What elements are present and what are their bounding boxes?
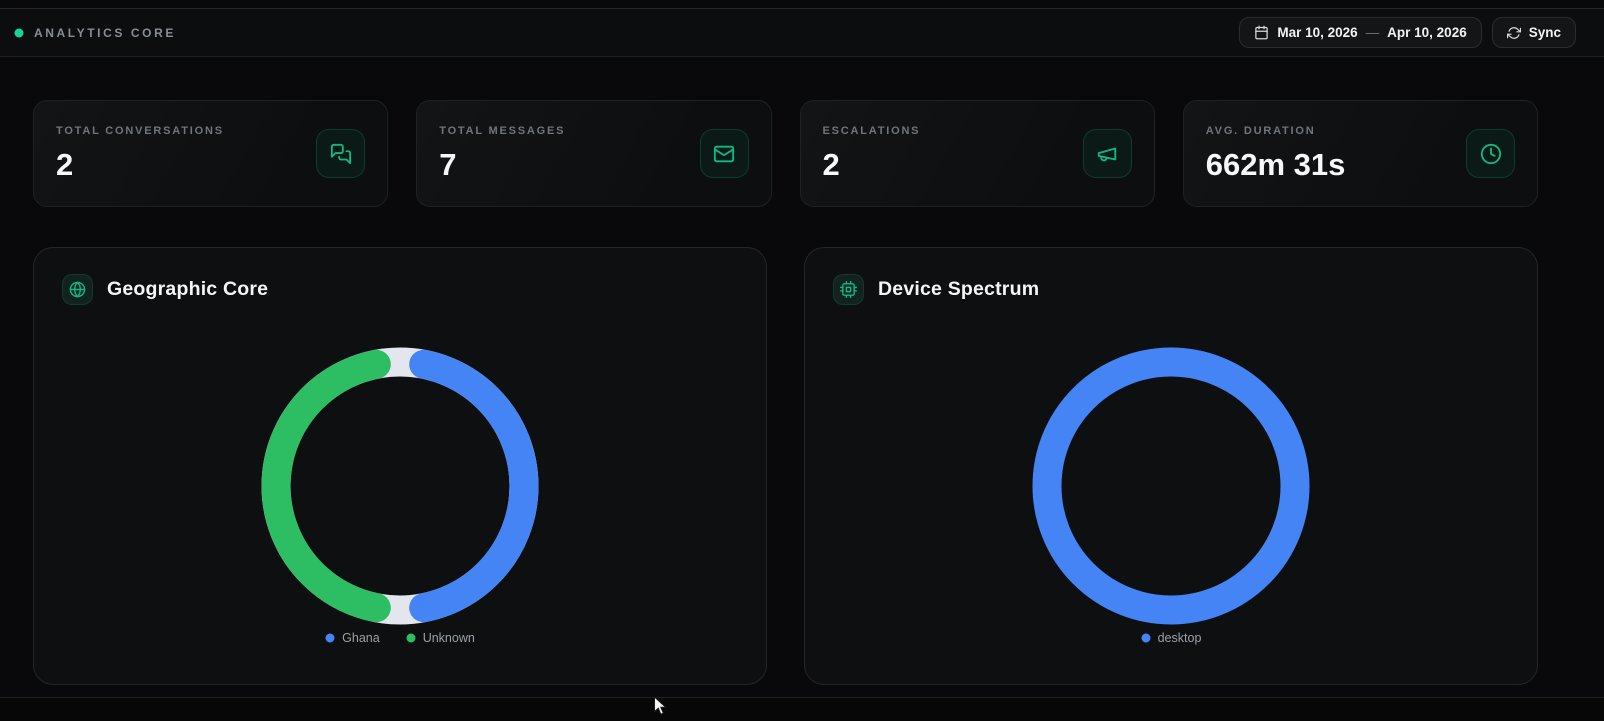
stat-label: TOTAL CONVERSATIONS — [56, 124, 224, 137]
stat-card-escalations: ESCALATIONS 2 — [799, 100, 1155, 207]
brand-label: ANALYTICS CORE — [34, 25, 176, 40]
stat-card-total-conversations: TOTAL CONVERSATIONS 2 — [33, 100, 389, 207]
donut-segment-unknown — [261, 349, 391, 623]
donut-segment-ghana — [409, 349, 539, 623]
sync-icon — [1506, 26, 1521, 39]
chart-title: Geographic Core — [107, 278, 269, 300]
legend-item-desktop[interactable]: desktop — [1141, 631, 1202, 645]
legend-label: desktop — [1157, 631, 1202, 645]
stat-label: ESCALATIONS — [822, 124, 921, 137]
mouse-cursor — [654, 696, 667, 715]
stat-label: TOTAL MESSAGES — [439, 124, 566, 137]
geographic-core-card: Geographic Core Ghana — [33, 247, 767, 685]
legend-item-ghana[interactable]: Ghana — [325, 631, 380, 645]
date-range-end: Apr 10, 2026 — [1387, 25, 1467, 40]
header-actions: Mar 10, 2026 — Apr 10, 2026 Sync — [1239, 17, 1576, 48]
geographic-donut-chart[interactable] — [261, 347, 539, 625]
sync-button[interactable]: Sync — [1491, 17, 1576, 48]
cpu-icon — [833, 274, 864, 305]
legend-dot-icon — [1141, 633, 1151, 643]
status-dot-icon — [14, 28, 24, 37]
device-spectrum-card: Device Spectrum desktop — [804, 247, 1538, 685]
donut-segment-desktop — [1032, 347, 1310, 625]
date-range-start: Mar 10, 2026 — [1277, 25, 1358, 40]
stat-label: AVG. DURATION — [1205, 124, 1316, 137]
stat-card-total-messages: TOTAL MESSAGES 7 — [416, 100, 772, 207]
device-donut-wrap — [833, 347, 1509, 625]
device-donut-chart[interactable] — [1032, 347, 1310, 625]
date-range-picker[interactable]: Mar 10, 2026 — Apr 10, 2026 — [1239, 17, 1482, 48]
legend-dot-icon — [325, 633, 335, 643]
calendar-icon — [1255, 25, 1269, 40]
section-divider — [0, 697, 1604, 721]
top-bar: ANALYTICS CORE Mar 10, 2026 — Apr 10, 20… — [0, 8, 1604, 57]
stat-value: 7 — [439, 146, 457, 182]
legend-label: Unknown — [422, 631, 475, 645]
legend-label: Ghana — [342, 631, 380, 645]
stat-value: 662m 31s — [1205, 146, 1346, 182]
brand: ANALYTICS CORE — [14, 26, 176, 40]
mail-icon — [699, 129, 749, 178]
chart-legend: desktop — [833, 631, 1509, 645]
chat-bubbles-icon — [316, 129, 366, 178]
sync-label: Sync — [1528, 25, 1561, 40]
legend-item-unknown[interactable]: Unknown — [406, 631, 475, 645]
chart-legend: Ghana Unknown — [62, 631, 738, 645]
stat-card-avg-duration: AVG. DURATION 662m 31s — [1182, 100, 1538, 207]
stat-value: 2 — [822, 146, 840, 182]
stats-row: TOTAL CONVERSATIONS 2 TOTAL MESSAGES 7 — [33, 100, 1538, 207]
chart-header: Geographic Core — [62, 274, 738, 305]
date-range-separator: — — [1365, 25, 1380, 40]
clock-icon — [1466, 129, 1515, 178]
stat-value: 2 — [56, 146, 74, 182]
legend-dot-icon — [406, 633, 416, 643]
charts-row: Geographic Core Ghana — [33, 247, 1538, 685]
chart-title: Device Spectrum — [878, 278, 1040, 300]
megaphone-icon — [1082, 129, 1132, 178]
dashboard-content: TOTAL CONVERSATIONS 2 TOTAL MESSAGES 7 — [0, 57, 1604, 685]
globe-icon — [62, 274, 93, 305]
geographic-donut-wrap — [62, 347, 738, 625]
chart-header: Device Spectrum — [833, 274, 1509, 305]
